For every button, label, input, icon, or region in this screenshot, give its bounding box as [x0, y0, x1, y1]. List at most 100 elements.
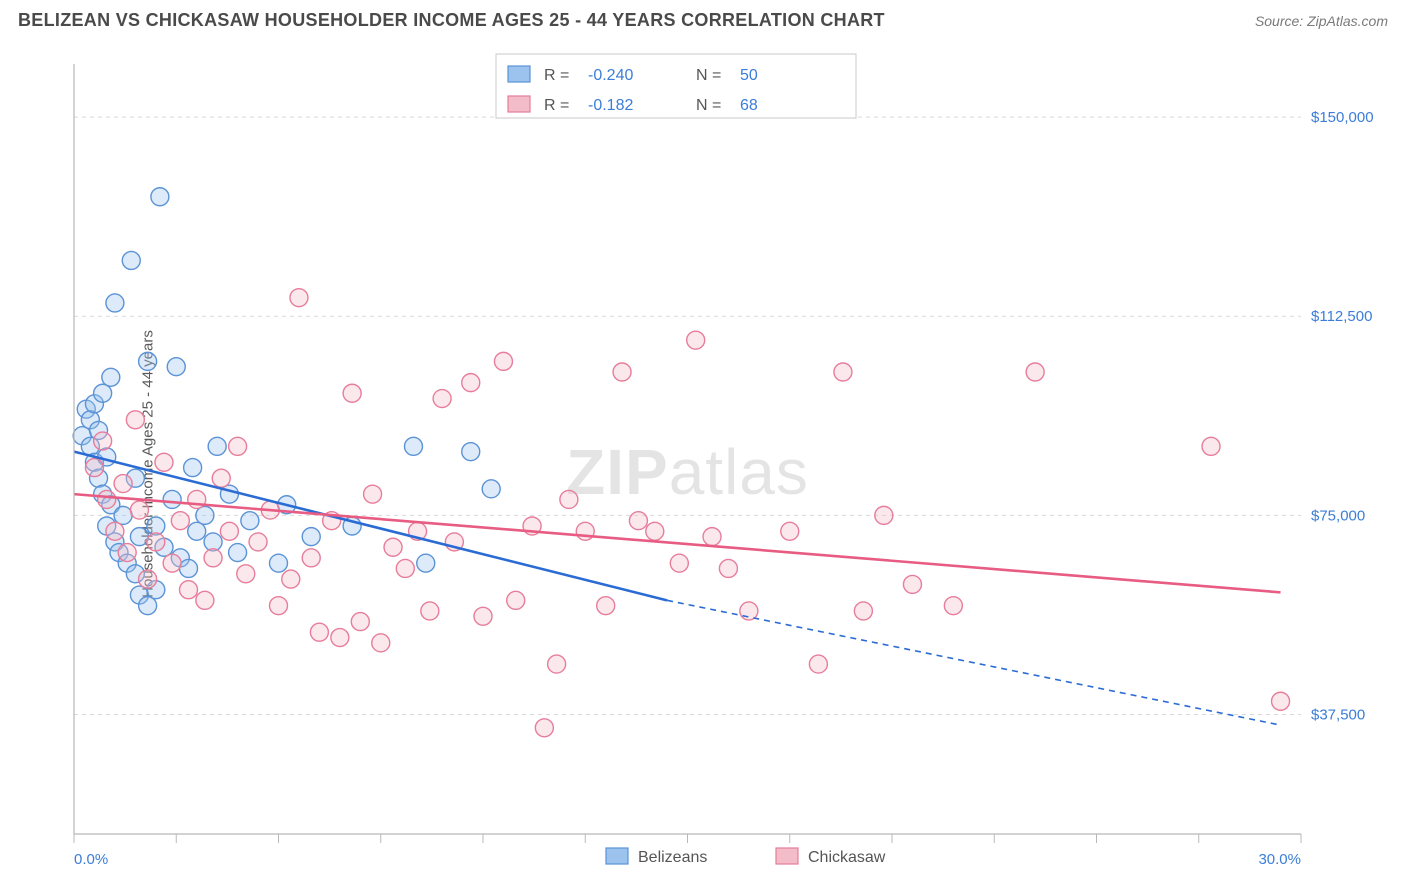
- belizeans-point: [106, 294, 124, 312]
- legend-swatch: [508, 96, 530, 112]
- belizeans-point: [114, 506, 132, 524]
- chart-title: BELIZEAN VS CHICKASAW HOUSEHOLDER INCOME…: [18, 10, 885, 31]
- watermark: ZIPatlas: [566, 436, 809, 508]
- chickasaw-point: [282, 570, 300, 588]
- chickasaw-point: [126, 411, 144, 429]
- stats-r-label: R =: [544, 67, 569, 84]
- x-tick-label: 30.0%: [1258, 851, 1301, 868]
- chickasaw-point: [854, 602, 872, 620]
- belizeans-point: [229, 544, 247, 562]
- y-tick-label: $75,000: [1311, 507, 1365, 524]
- chickasaw-point: [249, 533, 267, 551]
- chickasaw-point: [139, 570, 157, 588]
- belizeans-point: [94, 384, 112, 402]
- chickasaw-point: [781, 522, 799, 540]
- chickasaw-point: [290, 289, 308, 307]
- chickasaw-point: [507, 591, 525, 609]
- chickasaw-point: [130, 501, 148, 519]
- belizeans-point: [241, 512, 259, 530]
- chickasaw-point: [629, 512, 647, 530]
- belizeans-point: [196, 506, 214, 524]
- y-tick-label: $150,000: [1311, 109, 1374, 126]
- chickasaw-point: [670, 554, 688, 572]
- chickasaw-point: [494, 352, 512, 370]
- chickasaw-point: [560, 490, 578, 508]
- legend-swatch: [606, 848, 628, 864]
- chickasaw-point: [396, 559, 414, 577]
- chickasaw-point: [1272, 692, 1290, 710]
- chickasaw-point: [94, 432, 112, 450]
- stats-r-value: -0.240: [588, 67, 633, 84]
- chickasaw-point: [372, 634, 390, 652]
- x-tick-label: 0.0%: [74, 851, 108, 868]
- chickasaw-point: [114, 475, 132, 493]
- chickasaw-point: [331, 629, 349, 647]
- chickasaw-point: [212, 469, 230, 487]
- stats-n-label: N =: [696, 97, 721, 114]
- y-tick-label: $112,500: [1311, 308, 1372, 325]
- stats-n-value: 68: [740, 97, 758, 114]
- chickasaw-point: [474, 607, 492, 625]
- chickasaw-point: [421, 602, 439, 620]
- chickasaw-point: [944, 597, 962, 615]
- chickasaw-point: [196, 591, 214, 609]
- belizeans-point: [302, 528, 320, 546]
- belizeans-point: [139, 352, 157, 370]
- chickasaw-point: [740, 602, 758, 620]
- belizeans-point: [102, 368, 120, 386]
- chickasaw-point: [548, 655, 566, 673]
- chickasaw-point: [462, 374, 480, 392]
- chickasaw-point: [118, 544, 136, 562]
- chickasaw-point: [147, 533, 165, 551]
- chickasaw-point: [310, 623, 328, 641]
- chickasaw-point: [163, 554, 181, 572]
- chickasaw-point: [343, 384, 361, 402]
- chickasaw-point: [576, 522, 594, 540]
- chickasaw-point: [171, 512, 189, 530]
- legend-swatch: [508, 66, 530, 82]
- belizeans-point: [122, 251, 140, 269]
- chickasaw-point: [809, 655, 827, 673]
- scatter-plot: $37,500 $75,000 $112,500 $150,000 ZIPatlas 0.…: [66, 46, 1396, 882]
- belizeans-point: [163, 490, 181, 508]
- chickasaw-point: [98, 490, 116, 508]
- chickasaw-point: [903, 575, 921, 593]
- source-attribution: Source: ZipAtlas.com: [1255, 13, 1388, 29]
- chickasaw-point: [180, 581, 198, 599]
- chickasaw-point: [155, 453, 173, 471]
- chickasaw-point: [351, 613, 369, 631]
- belizeans-point: [167, 358, 185, 376]
- chickasaw-point: [646, 522, 664, 540]
- chart-container: Householder Income Ages 25 - 44 years $3…: [18, 46, 1396, 882]
- stats-n-label: N =: [696, 67, 721, 84]
- chickasaw-point: [229, 437, 247, 455]
- belizeans-point: [139, 597, 157, 615]
- chickasaw-point: [270, 597, 288, 615]
- belizeans-point: [404, 437, 422, 455]
- chickasaw-point: [703, 528, 721, 546]
- chickasaw-point: [106, 522, 124, 540]
- chickasaw-point: [237, 565, 255, 583]
- belizeans-point: [151, 188, 169, 206]
- belizeans-point: [462, 443, 480, 461]
- belizeans-trendline-extrapolated: [667, 600, 1281, 725]
- chickasaw-point: [834, 363, 852, 381]
- legend-swatch: [776, 848, 798, 864]
- chickasaw-point: [597, 597, 615, 615]
- belizeans-point: [130, 528, 148, 546]
- chickasaw-point: [535, 719, 553, 737]
- chickasaw-point: [85, 459, 103, 477]
- chickasaw-point: [719, 559, 737, 577]
- belizeans-point: [184, 459, 202, 477]
- chickasaw-point: [1202, 437, 1220, 455]
- chickasaw-point: [1026, 363, 1044, 381]
- chickasaw-point: [364, 485, 382, 503]
- belizeans-point: [417, 554, 435, 572]
- y-tick-label: $37,500: [1311, 707, 1365, 724]
- stats-n-value: 50: [740, 67, 758, 84]
- belizeans-point: [180, 559, 198, 577]
- stats-r-label: R =: [544, 97, 569, 114]
- chickasaw-point: [433, 390, 451, 408]
- stats-r-value: -0.182: [588, 97, 633, 114]
- legend-label: Chickasaw: [808, 849, 886, 866]
